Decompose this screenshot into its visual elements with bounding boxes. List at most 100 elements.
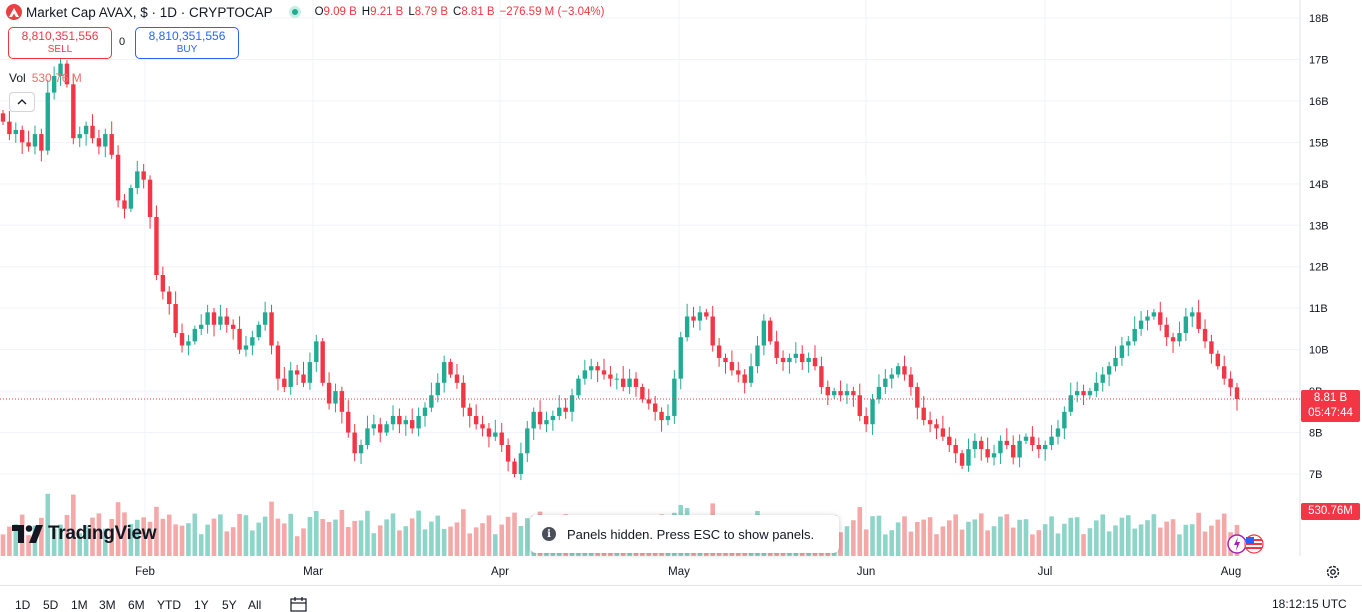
candle-body xyxy=(838,391,843,396)
gear-icon[interactable] xyxy=(1325,564,1341,580)
candle-body xyxy=(39,134,44,151)
volume-bar xyxy=(301,528,306,556)
timeframe-all[interactable]: All xyxy=(248,598,262,612)
candle-body xyxy=(940,428,946,437)
candle-body xyxy=(397,415,402,425)
volume-bar xyxy=(275,518,281,556)
candle-body xyxy=(429,395,434,408)
candle-body xyxy=(672,378,677,416)
volume-bar xyxy=(384,519,389,556)
candle-body xyxy=(486,428,492,437)
candle-body xyxy=(1023,436,1029,441)
volume-bar xyxy=(377,525,383,556)
volume-bar xyxy=(499,524,505,556)
x-tick-label: Apr xyxy=(491,566,509,578)
candle-body xyxy=(550,415,556,421)
candle-body xyxy=(857,395,862,416)
timeframe-1d[interactable]: 1D xyxy=(15,598,31,612)
candle-body xyxy=(505,444,511,462)
collapse-legend-button[interactable] xyxy=(9,92,35,112)
volume-bar xyxy=(448,526,453,556)
y-tick-label: 10B xyxy=(1309,345,1329,357)
volume-bar xyxy=(243,515,249,556)
symbol-title[interactable]: Market Cap AVAX, $ · 1D · CRYPTOCAP xyxy=(26,4,273,20)
candle-body xyxy=(908,374,914,387)
candle-body xyxy=(716,345,722,358)
candle-body xyxy=(371,424,377,429)
candle-body xyxy=(147,179,153,217)
volume-bar xyxy=(1119,517,1125,556)
candle-body xyxy=(128,187,134,209)
candle-body xyxy=(122,200,127,209)
candle-body xyxy=(1215,353,1221,367)
timeframe-1m[interactable]: 1M xyxy=(71,598,88,612)
candle-body xyxy=(844,391,850,396)
candle-body xyxy=(378,424,383,433)
bar-countdown: 05:47:44 xyxy=(1308,407,1353,419)
candle-body xyxy=(410,420,415,429)
sell-button[interactable]: 8,810,351,556 SELL xyxy=(8,27,112,59)
candle-body xyxy=(972,440,978,450)
volume-bar xyxy=(0,534,6,556)
spread-value: 0 xyxy=(119,36,126,48)
volume-bar xyxy=(429,521,434,556)
candle-body xyxy=(812,357,818,367)
candle-body xyxy=(633,378,639,387)
y-tick-label: 17B xyxy=(1309,54,1329,66)
candle-body xyxy=(358,444,364,454)
candle-body xyxy=(825,386,830,396)
candle-body xyxy=(288,370,293,387)
timeframe-5y[interactable]: 5Y xyxy=(222,598,237,612)
candle-body xyxy=(895,366,901,375)
candle-body xyxy=(454,374,460,383)
tradingview-logo[interactable]: TradingView xyxy=(12,523,157,545)
volume-bar xyxy=(1164,521,1169,556)
candle-body xyxy=(557,407,562,416)
candle-body xyxy=(282,378,287,387)
volume-bar xyxy=(838,532,843,556)
market-status-icon[interactable] xyxy=(288,6,301,18)
candle-body xyxy=(780,357,786,363)
candle-body xyxy=(269,312,274,346)
volume-bar xyxy=(90,517,95,556)
timeframe-1y[interactable]: 1Y xyxy=(194,598,209,612)
volume-bar xyxy=(953,514,958,556)
volume-bar xyxy=(486,515,492,556)
volume-bar xyxy=(333,519,338,556)
candle-body xyxy=(103,134,108,147)
candle-body xyxy=(876,386,882,400)
candle-body xyxy=(211,312,217,325)
candle-body xyxy=(525,428,530,454)
candle-body xyxy=(58,63,63,77)
volume-bar xyxy=(518,526,524,556)
candle-body xyxy=(96,138,102,147)
timeframe-6m[interactable]: 6M xyxy=(128,598,145,612)
candle-body xyxy=(26,142,31,147)
volume-bar xyxy=(1170,519,1176,556)
timeframe-5d[interactable]: 5D xyxy=(43,598,59,612)
candle-body xyxy=(1113,357,1118,367)
candle-body xyxy=(141,171,146,180)
utc-clock[interactable]: 18:12:15 UTC xyxy=(1272,597,1347,611)
timeframe-3m[interactable]: 3M xyxy=(99,598,116,612)
volume-bar xyxy=(230,527,236,556)
volume-bar xyxy=(71,494,76,556)
candle-body xyxy=(991,453,997,458)
volume-bar xyxy=(237,514,242,556)
candle-body xyxy=(659,411,664,421)
buy-button[interactable]: 8,810,351,556 BUY xyxy=(135,27,239,59)
candle-body xyxy=(83,125,89,135)
date-range-calendar-icon[interactable] xyxy=(290,596,310,612)
volume-bar xyxy=(352,521,357,556)
volume-bar xyxy=(1106,531,1112,556)
timeframe-ytd[interactable]: YTD xyxy=(157,598,181,612)
sell-label: SELL xyxy=(47,44,73,55)
price-chart[interactable]: 7B8B9B10B11B12B13B14B15B16B17B18BFebMarA… xyxy=(0,0,1362,586)
candle-body xyxy=(1062,411,1067,429)
events-icon[interactable] xyxy=(1227,533,1267,555)
volume-bar xyxy=(390,513,396,556)
candle-body xyxy=(1106,366,1112,375)
candle-body xyxy=(435,382,440,396)
candle-body xyxy=(531,411,536,429)
volume-bar xyxy=(358,520,364,556)
